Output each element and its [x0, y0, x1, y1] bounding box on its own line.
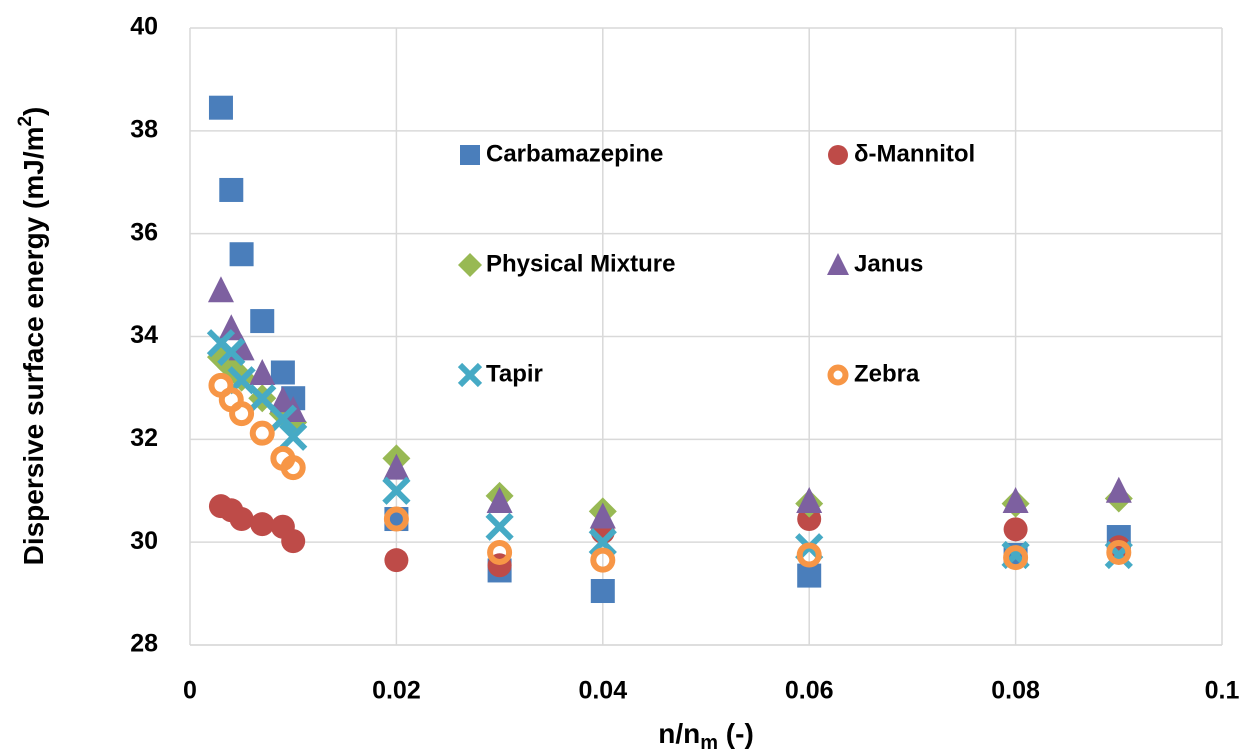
legend-marker [460, 145, 480, 165]
point [229, 242, 254, 267]
point [383, 453, 410, 480]
point [249, 359, 276, 386]
point [1105, 476, 1132, 503]
point [270, 360, 295, 385]
x-label-sub: m [700, 732, 718, 753]
y-label-part: Dispersive surface energy (mJ/m [18, 127, 49, 566]
point [217, 337, 246, 367]
x-label-part: (-) [718, 718, 754, 749]
x-tick-label: 0.1 [1205, 677, 1240, 705]
point [229, 507, 254, 532]
x-tick-label: 0.04 [578, 677, 627, 705]
point [1003, 517, 1028, 542]
point [1002, 487, 1029, 514]
x-tick-label: 0.08 [991, 677, 1040, 705]
y-tick-label: 34 [130, 321, 158, 349]
point [248, 384, 277, 413]
point [229, 401, 255, 427]
legend-label: δ-Mannitol [854, 140, 975, 167]
point [219, 177, 244, 202]
point [796, 487, 823, 514]
y-tick-label: 28 [130, 630, 158, 658]
x-axis-label: n/nm (-) [658, 718, 754, 753]
point [280, 455, 306, 481]
point [589, 502, 616, 529]
y-tick-label: 30 [130, 527, 158, 555]
point [1106, 539, 1132, 565]
y-tick-label: 32 [130, 424, 158, 452]
legend-label: Zebra [854, 360, 920, 387]
point [486, 487, 513, 514]
point [383, 506, 409, 532]
y-tick-label: 38 [130, 115, 158, 143]
point [487, 539, 513, 565]
legend-marker [828, 145, 848, 165]
point [218, 314, 245, 341]
legend-marker [827, 253, 849, 275]
y-axis-label: Dispersive surface energy (mJ/m2) [15, 107, 49, 566]
x-tick-label: 0 [183, 677, 197, 705]
point [250, 512, 275, 537]
point [590, 547, 616, 573]
point [1106, 535, 1131, 560]
point [796, 542, 822, 568]
point [250, 309, 275, 334]
y-label-part: ) [18, 107, 49, 116]
x-label-part: n/n [658, 718, 700, 749]
point [797, 563, 822, 588]
point [281, 529, 306, 554]
legend-label: Carbamazepine [486, 140, 663, 167]
legend-label: Tapir [486, 360, 543, 387]
legend-label: Janus [854, 250, 923, 277]
point [208, 95, 233, 120]
point [485, 512, 514, 541]
legend-marker [827, 364, 849, 386]
point [384, 548, 409, 573]
point [1003, 545, 1029, 571]
point [268, 404, 298, 433]
y-tick-label: 36 [130, 218, 158, 246]
point [279, 422, 308, 451]
point [588, 528, 617, 557]
y-tick-label: 40 [130, 13, 158, 41]
legend-label: Physical Mixture [486, 250, 675, 277]
legend-marker [457, 362, 483, 388]
point [249, 420, 275, 446]
x-tick-label: 0.06 [785, 677, 834, 705]
legend-marker [458, 253, 482, 277]
point [590, 579, 615, 604]
point [382, 476, 411, 505]
x-tick-label: 0.02 [372, 677, 421, 705]
y-label-sup: 2 [15, 116, 36, 127]
point [207, 276, 234, 303]
